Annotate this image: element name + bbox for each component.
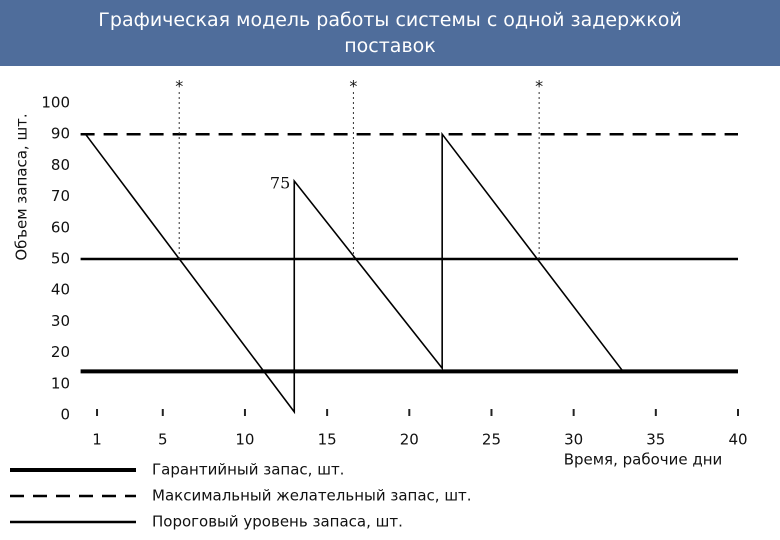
- y-tick-label: 20: [51, 343, 70, 361]
- legend-label: Максимальный желательный запас, шт.: [152, 487, 472, 505]
- x-tick-label: 35: [646, 431, 665, 449]
- annotation: 75: [270, 174, 290, 193]
- x-tick-label: 40: [728, 431, 747, 449]
- marker-label: *: [535, 77, 543, 96]
- slide-title: Графическая модель работы системы с одно…: [98, 9, 681, 57]
- y-tick-label: 10: [51, 374, 70, 392]
- x-tick-label: 20: [400, 431, 419, 449]
- y-tick-label: 70: [51, 187, 70, 205]
- legend-label: Гарантийный запас, шт.: [152, 461, 344, 479]
- y-tick-label: 80: [51, 156, 70, 174]
- x-tick-label: 1: [92, 431, 102, 449]
- y-tick-label: 50: [51, 250, 70, 268]
- y-tick-label: 100: [41, 94, 70, 112]
- y-tick-label: 40: [51, 281, 70, 299]
- legend-label: Пороговый уровень запаса, шт.: [152, 513, 403, 531]
- marker-label: *: [349, 77, 357, 96]
- x-tick-label: 30: [564, 431, 583, 449]
- y-axis-label: Объем запаса, шт.: [13, 113, 31, 260]
- x-axis-label: Время, рабочие дни: [564, 451, 723, 469]
- x-tick-label: 5: [158, 431, 168, 449]
- x-tick-label: 10: [235, 431, 254, 449]
- x-tick-label: 15: [318, 431, 337, 449]
- marker-label: *: [175, 77, 183, 96]
- y-tick-label: 60: [51, 218, 70, 236]
- y-tick-label: 90: [51, 125, 70, 143]
- y-tick-label: 0: [60, 406, 70, 424]
- header-bar: [0, 0, 780, 66]
- y-tick-label: 30: [51, 312, 70, 330]
- x-tick-label: 25: [482, 431, 501, 449]
- inventory-line: [84, 131, 624, 415]
